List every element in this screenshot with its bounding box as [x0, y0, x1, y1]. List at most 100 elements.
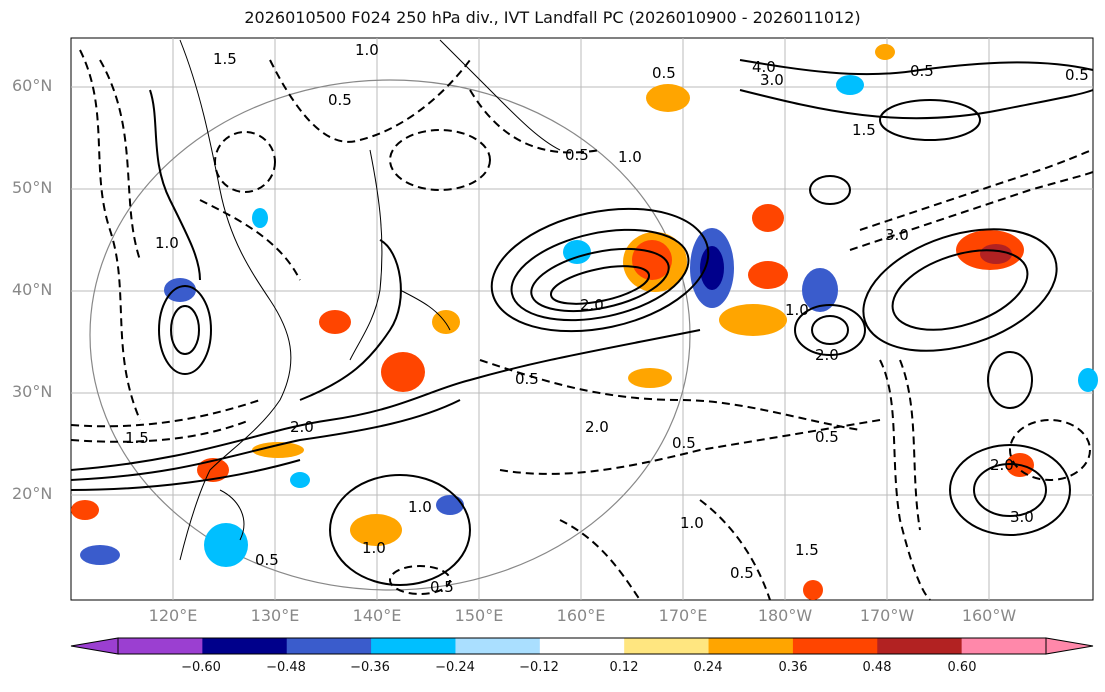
lat-label: 30°N — [12, 382, 53, 401]
contour-label: 0.5 — [910, 62, 934, 80]
div-blob — [748, 261, 788, 289]
contour-label: 1.0 — [680, 514, 704, 532]
div-blob — [381, 352, 425, 392]
div-blob — [980, 244, 1012, 264]
lat-label: 40°N — [12, 280, 53, 299]
conv-blob — [1078, 368, 1098, 392]
colorbar-swatch — [286, 638, 372, 654]
conv-blob — [164, 278, 196, 302]
div-blob — [719, 304, 787, 336]
colorbar-extend-low — [70, 637, 119, 655]
dashed-contours — [70, 49, 1094, 601]
div-blob — [803, 580, 823, 600]
conv-blob — [563, 240, 591, 264]
conv-blob — [290, 472, 310, 488]
div-blob — [875, 44, 895, 60]
contour-label: 0.5 — [730, 564, 754, 582]
colorbar-swatch — [455, 638, 541, 654]
contour-label: 0.5 — [652, 64, 676, 82]
contour-label: 0.5 — [565, 146, 589, 164]
contour-label: 2.0 — [585, 418, 609, 436]
contour-label: 1.0 — [785, 301, 809, 319]
contour-label: 1.0 — [355, 41, 379, 59]
contour-label: 3.0 — [885, 226, 909, 244]
map-title: 2026010500 F024 250 hPa div., IVT Landfa… — [244, 8, 861, 27]
colorbar-extend-high — [1045, 637, 1094, 655]
div-blob — [319, 310, 351, 334]
colorbar-tick: 0.48 — [862, 660, 892, 675]
conv-blob — [836, 75, 864, 95]
contour-label: 0.5 — [515, 370, 539, 388]
conv-blob — [700, 246, 724, 290]
colorbar-tick: −0.36 — [350, 660, 390, 675]
colorbar-tick: −0.24 — [435, 660, 475, 675]
contour-label: 1.5 — [852, 121, 876, 139]
contour-label: 3.0 — [760, 71, 784, 89]
lon-label: 170°E — [658, 606, 708, 625]
contour-label: 2.0 — [990, 456, 1014, 474]
contour-label: 1.5 — [125, 429, 149, 447]
lat-label: 50°N — [12, 178, 53, 197]
conv-blob — [436, 495, 464, 515]
lon-label: 160°E — [556, 606, 606, 625]
coastlines — [179, 39, 561, 561]
colorbar-swatch — [202, 638, 288, 654]
colorbar-tick: 0.24 — [693, 660, 723, 675]
contour-label: 0.5 — [672, 434, 696, 452]
contour-label: 0.5 — [815, 428, 839, 446]
div-blob — [71, 500, 99, 520]
lon-label: 120°E — [148, 606, 198, 625]
colorbar-swatch — [961, 638, 1047, 654]
contour-label: 1.0 — [618, 148, 642, 166]
div-blob — [646, 84, 690, 112]
contour-label: 0.5 — [255, 551, 279, 569]
contour-label: 2.0 — [290, 418, 314, 436]
div-blob — [432, 310, 460, 334]
lon-label: 170°W — [859, 606, 915, 625]
colorbar-swatch — [118, 638, 203, 654]
div-blob — [197, 458, 229, 482]
contour-label: 1.5 — [795, 541, 819, 559]
lon-label: 140°E — [352, 606, 402, 625]
divergence-shading — [71, 44, 1098, 600]
contour-label: 1.0 — [155, 234, 179, 252]
lon-label: 130°E — [250, 606, 300, 625]
colorbar-swatch — [877, 638, 963, 654]
colorbar-swatch — [539, 638, 625, 654]
colorbar-swatch — [371, 638, 456, 654]
contour-label: 0.5 — [430, 578, 454, 596]
contour-label: 1.5 — [213, 50, 237, 68]
conv-blob — [80, 545, 120, 565]
colorbar-swatch — [708, 638, 794, 654]
lon-label: 160°W — [961, 606, 1017, 625]
div-blob — [350, 514, 402, 546]
contour-labels: 2.0 0.5 4.0 3.0 1.5 3.0 2.0 2.0 2.0 1.0 … — [125, 41, 1089, 596]
lon-label: 150°E — [454, 606, 504, 625]
range-circle — [89, 79, 691, 591]
colorbar-tick: −0.12 — [519, 660, 559, 675]
contour-label: 0.5 — [1065, 66, 1089, 84]
colorbar-swatch — [792, 638, 878, 654]
colorbar-tick: 0.60 — [947, 660, 977, 675]
div-blob — [628, 368, 672, 388]
colorbar — [70, 637, 1094, 655]
colorbar-tick: −0.60 — [181, 660, 221, 675]
contour-label: 1.0 — [408, 498, 432, 516]
conv-blob — [802, 268, 838, 312]
contour-label: 4.0 — [752, 58, 776, 76]
conv-blob — [252, 208, 268, 228]
solid-contours — [70, 59, 1094, 586]
div-blob — [252, 442, 304, 458]
colorbar-tick: 0.36 — [778, 660, 808, 675]
conv-blob — [204, 523, 248, 567]
contour-label: 1.0 — [362, 539, 386, 557]
div-blob — [752, 204, 784, 232]
colorbar-swatch — [624, 638, 710, 654]
contour-label: 0.5 — [328, 91, 352, 109]
lat-label: 60°N — [12, 76, 53, 95]
contour-label: 3.0 — [1010, 508, 1034, 526]
colorbar-tick: 0.12 — [609, 660, 639, 675]
contour-label: 2.0 — [580, 296, 604, 314]
lon-label: 180°W — [757, 606, 813, 625]
